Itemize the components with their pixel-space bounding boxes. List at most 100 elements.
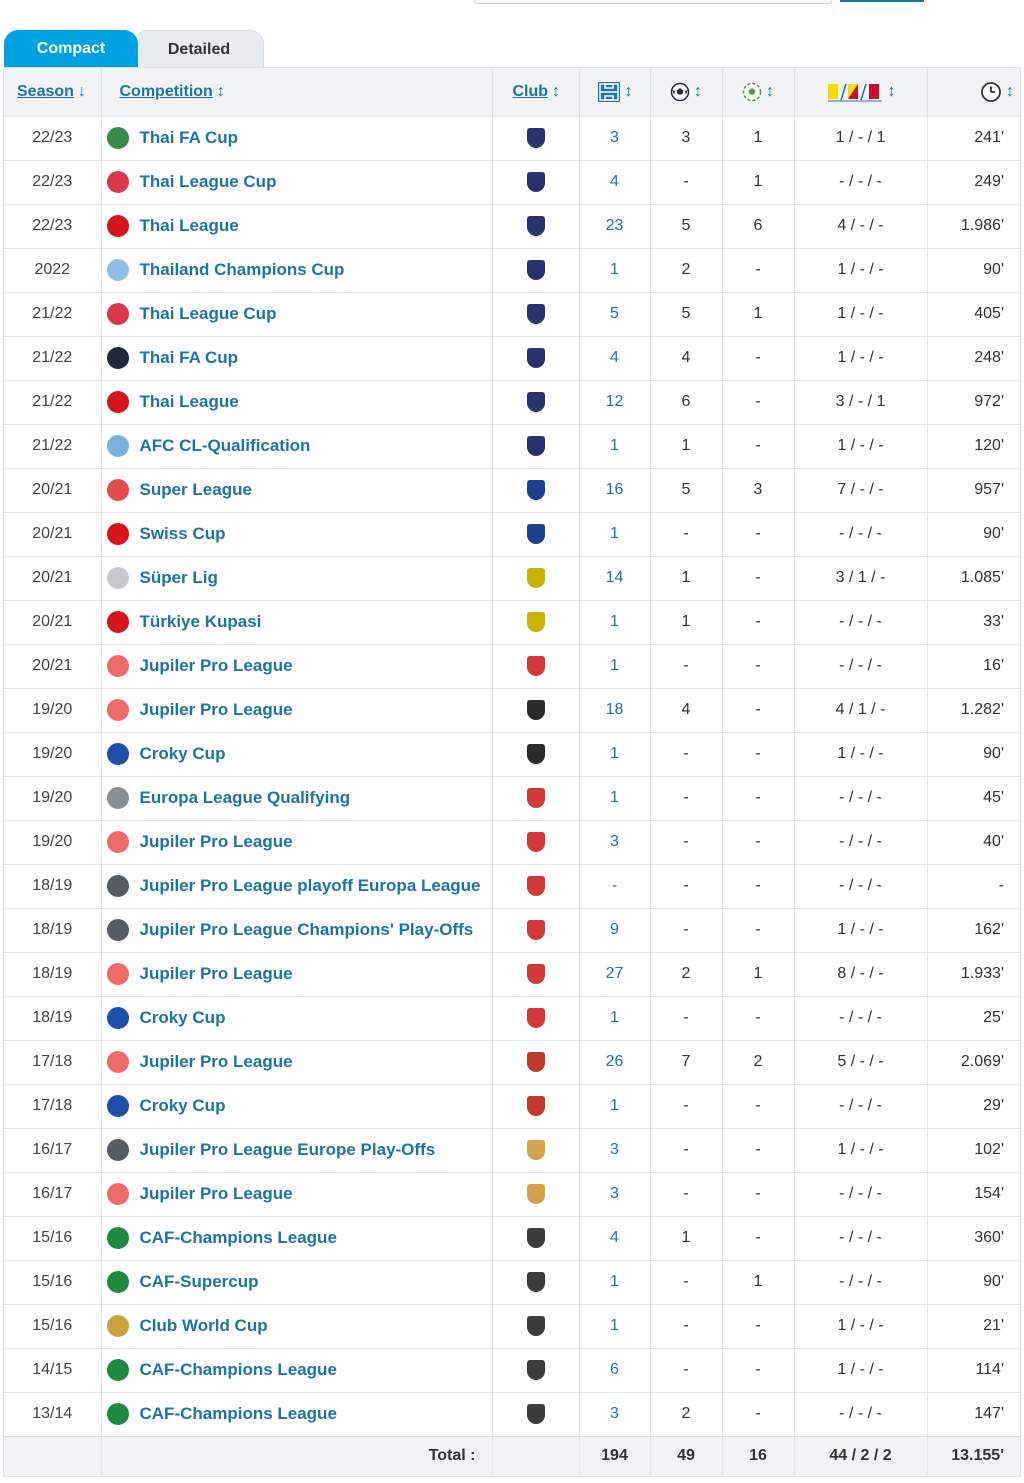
competition-logo-icon[interactable]	[106, 699, 129, 721]
tab-compact[interactable]: Compact	[4, 30, 138, 68]
competition-logo-icon[interactable]	[106, 1359, 129, 1381]
competition-link[interactable]: Europa League Qualifying	[139, 788, 351, 807]
competition-logo-icon[interactable]	[106, 875, 129, 897]
competition-link[interactable]: Thai League	[139, 392, 239, 411]
club-crest-icon[interactable]	[526, 304, 545, 324]
club-crest-icon[interactable]	[526, 1052, 545, 1072]
assist-icon[interactable]	[742, 82, 762, 102]
club-crest-icon[interactable]	[526, 348, 545, 368]
competition-link[interactable]: Jupiler Pro League	[139, 964, 293, 983]
appearances-cell[interactable]: 1	[579, 643, 651, 688]
competition-link[interactable]: Jupiler Pro League	[139, 1184, 293, 1203]
appearances-cell[interactable]: 3	[579, 819, 651, 864]
appearances-cell[interactable]: 1	[579, 599, 651, 644]
sort-icon[interactable]: ↕	[694, 82, 702, 100]
appearances-cell[interactable]: 3	[579, 1391, 651, 1436]
cards-icon[interactable]	[826, 82, 908, 102]
sort-icon[interactable]: ↕	[216, 82, 225, 100]
appearances-cell[interactable]: 14	[579, 555, 651, 600]
competition-link[interactable]: Türkiye Kupasi	[139, 612, 262, 631]
competition-link[interactable]: Thai League	[139, 216, 239, 235]
club-crest-icon[interactable]	[526, 656, 545, 676]
appearances-cell[interactable]: 4	[579, 335, 651, 380]
competition-logo-icon[interactable]	[106, 1403, 129, 1425]
appearances-cell[interactable]: 16	[579, 467, 651, 512]
competition-logo-icon[interactable]	[106, 127, 129, 149]
competition-logo-icon[interactable]	[106, 347, 129, 369]
competition-link[interactable]: Jupiler Pro League	[139, 700, 293, 719]
appearances-cell[interactable]: 1	[579, 995, 651, 1040]
competition-link[interactable]: Jupiler Pro League	[139, 1052, 293, 1071]
season-header[interactable]: Season ↓	[4, 68, 102, 116]
club-crest-icon[interactable]	[526, 1316, 545, 1336]
club-crest-icon[interactable]	[526, 436, 545, 456]
search-button[interactable]	[840, 0, 924, 2]
minutes-header[interactable]: ↕	[927, 68, 1020, 116]
competition-logo-icon[interactable]	[106, 611, 129, 633]
competition-link[interactable]: Jupiler Pro League	[139, 832, 293, 851]
competition-link[interactable]: CAF-Champions League	[139, 1404, 337, 1423]
club-crest-icon[interactable]	[526, 964, 545, 984]
competition-logo-icon[interactable]	[106, 259, 129, 281]
appearances-cell[interactable]: 5	[579, 291, 651, 336]
appearances-cell[interactable]: 3	[579, 1171, 651, 1216]
competition-link[interactable]: Club World Cup	[139, 1316, 268, 1335]
search-input[interactable]	[474, 0, 832, 4]
competition-logo-icon[interactable]	[106, 787, 129, 809]
appearances-cell[interactable]: 1	[579, 1259, 651, 1304]
club-crest-icon[interactable]	[526, 172, 545, 192]
competition-logo-icon[interactable]	[106, 215, 129, 237]
club-crest-icon[interactable]	[526, 700, 545, 720]
club-crest-icon[interactable]	[526, 788, 545, 808]
club-crest-icon[interactable]	[526, 1008, 545, 1028]
club-crest-icon[interactable]	[526, 920, 545, 940]
club-crest-icon[interactable]	[526, 1360, 545, 1380]
competition-logo-icon[interactable]	[106, 1227, 129, 1249]
assists-header[interactable]: ↕	[722, 68, 795, 116]
competition-logo-icon[interactable]	[106, 567, 129, 589]
competition-logo-icon[interactable]	[106, 831, 129, 853]
appearances-cell[interactable]: 9	[579, 907, 651, 952]
sort-icon[interactable]: ↕	[1006, 82, 1014, 100]
competition-link[interactable]: Croky Cup	[139, 1096, 226, 1115]
club-crest-icon[interactable]	[526, 524, 545, 544]
competition-link[interactable]: Jupiler Pro League Europe Play-Offs	[139, 1140, 436, 1159]
competition-link[interactable]: CAF-Supercup	[139, 1272, 259, 1291]
competition-link[interactable]: Super League	[139, 480, 252, 499]
appearances-cell[interactable]: 3	[579, 115, 651, 160]
club-crest-icon[interactable]	[526, 568, 545, 588]
sort-icon[interactable]: ↕	[552, 82, 561, 100]
appearances-cell[interactable]: 1	[579, 731, 651, 776]
competition-logo-icon[interactable]	[106, 1051, 129, 1073]
competition-logo-icon[interactable]	[106, 523, 129, 545]
competition-link[interactable]: Thai League Cup	[139, 304, 277, 323]
appearances-cell[interactable]: 4	[579, 159, 651, 204]
competition-logo-icon[interactable]	[106, 1007, 129, 1029]
appearances-cell[interactable]: 1	[579, 1083, 651, 1128]
club-header[interactable]: Club ↕	[492, 68, 580, 116]
club-crest-icon[interactable]	[526, 876, 545, 896]
appearances-cell[interactable]: 1	[579, 511, 651, 556]
appearances-cell[interactable]: 18	[579, 687, 651, 732]
competition-link[interactable]: Süper Lig	[139, 568, 218, 587]
competition-logo-icon[interactable]	[106, 1183, 129, 1205]
club-crest-icon[interactable]	[526, 832, 545, 852]
appearances-cell[interactable]: 23	[579, 203, 651, 248]
competition-link[interactable]: Jupiler Pro League Champions' Play-Offs	[139, 920, 474, 939]
sort-icon[interactable]: ↕	[887, 82, 896, 100]
competition-logo-icon[interactable]	[106, 435, 129, 457]
goals-header[interactable]: ↕	[650, 68, 723, 116]
competition-link[interactable]: Jupiler Pro League playoff Europa League	[139, 876, 481, 895]
competition-link[interactable]: CAF-Champions League	[139, 1360, 337, 1379]
appearances-cell[interactable]: 1	[579, 247, 651, 292]
tab-detailed[interactable]: Detailed	[134, 30, 264, 68]
appearances-cell[interactable]: 26	[579, 1039, 651, 1084]
club-crest-icon[interactable]	[526, 1096, 545, 1116]
competition-link[interactable]: Thai FA Cup	[139, 348, 239, 367]
appearances-cell[interactable]: 1	[579, 423, 651, 468]
competition-link[interactable]: Thailand Champions Cup	[139, 260, 345, 279]
competition-link[interactable]: Jupiler Pro League	[139, 656, 293, 675]
appearances-header[interactable]: ↕	[579, 68, 651, 116]
competition-link[interactable]: CAF-Champions League	[139, 1228, 337, 1247]
appearances-cell[interactable]: 27	[579, 951, 651, 996]
